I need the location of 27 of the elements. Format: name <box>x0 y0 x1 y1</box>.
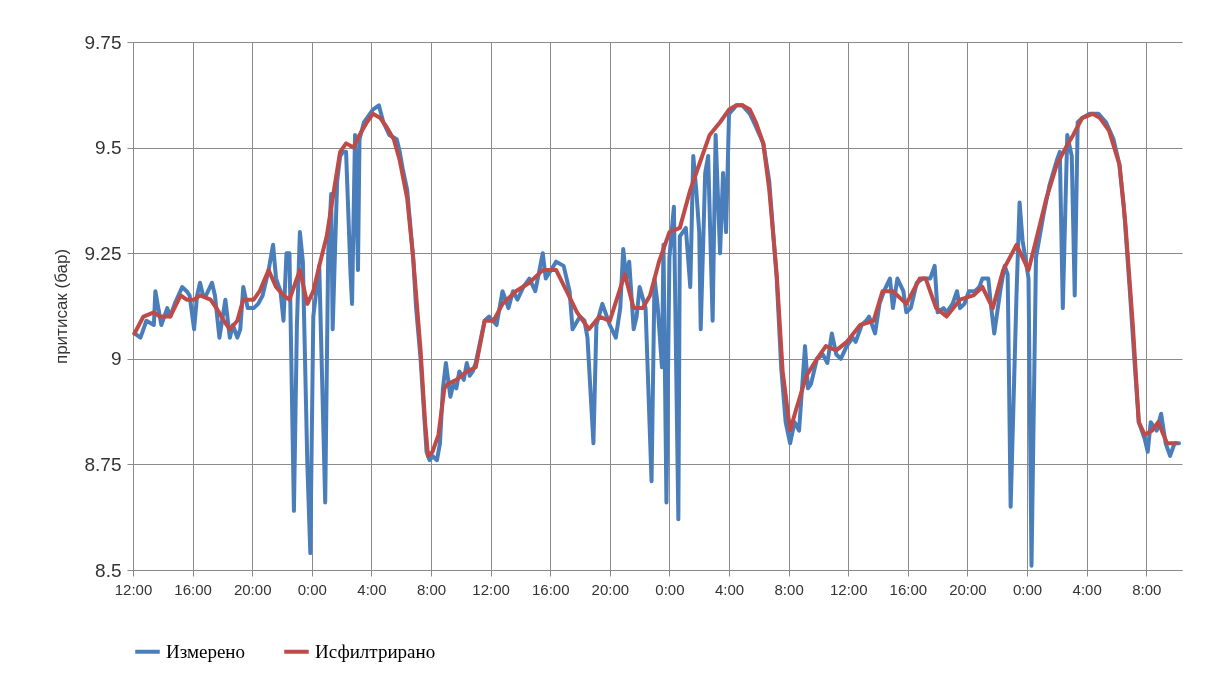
y-tick-label: 9.5 <box>95 137 122 159</box>
x-tick-label: 4:00 <box>357 580 387 598</box>
x-tick-label: 20:00 <box>591 580 630 598</box>
x-tick-label: 8:00 <box>1132 580 1162 598</box>
x-tick-label: 0:00 <box>1012 580 1043 598</box>
y-tick-label: 8.5 <box>95 559 122 581</box>
x-tick-label: 0:00 <box>297 580 327 598</box>
x-tick-label: 8:00 <box>416 580 447 598</box>
x-tick-label: 4:00 <box>1072 580 1102 598</box>
x-tick-label: 12:00 <box>472 580 510 598</box>
x-tick-label: 20:00 <box>949 580 987 598</box>
x-tick-label: 16:00 <box>531 580 570 598</box>
legend-label: Измерено <box>166 640 246 662</box>
x-tick-label: 8:00 <box>774 580 804 598</box>
y-tick-label: 9 <box>110 348 122 370</box>
x-tick-label: 4:00 <box>714 580 745 598</box>
legend-label: Исфилтрирано <box>315 640 436 662</box>
x-tick-label: 16:00 <box>889 580 928 598</box>
y-tick-label: 9.25 <box>84 242 122 264</box>
y-tick-label: 8.75 <box>84 453 122 475</box>
x-tick-label: 12:00 <box>114 580 153 598</box>
x-tick-label: 20:00 <box>233 580 272 598</box>
x-tick-label: 16:00 <box>174 580 212 598</box>
y-axis-title: притисак (бар) <box>51 248 71 365</box>
x-tick-label: 12:00 <box>829 580 868 598</box>
x-tick-label: 0:00 <box>655 580 685 598</box>
y-tick-label: 9.75 <box>84 31 122 53</box>
